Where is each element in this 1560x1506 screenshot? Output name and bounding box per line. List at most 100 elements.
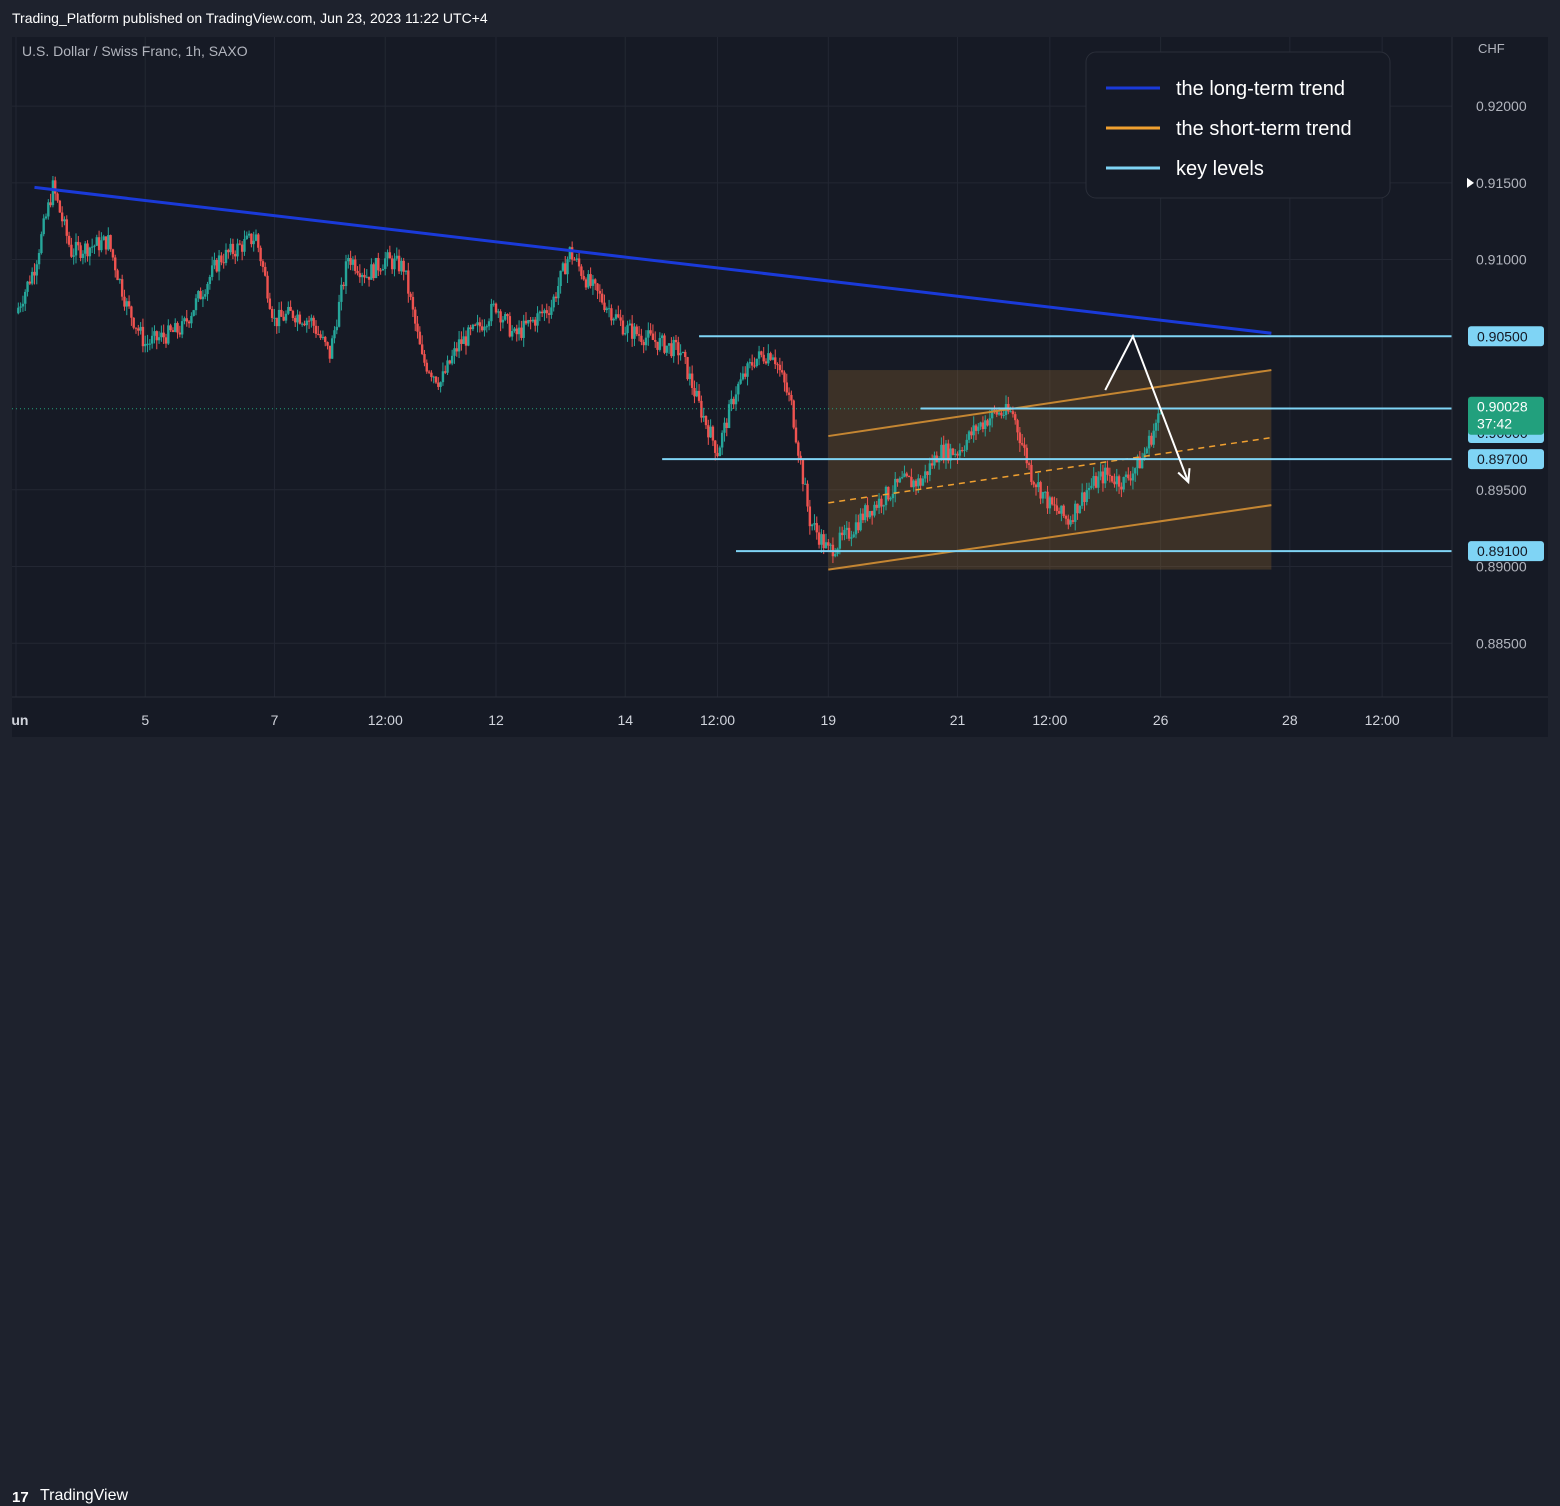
candle-body: [118, 279, 122, 281]
candle-body: [866, 505, 869, 518]
candle-body: [349, 258, 352, 265]
candle-body: [157, 337, 161, 341]
candle-body: [1129, 478, 1132, 481]
x-tick-label: 28: [1282, 712, 1298, 728]
candle-body: [328, 345, 332, 359]
candle-body: [907, 475, 911, 477]
candle-body: [402, 260, 405, 272]
candle-body: [284, 313, 288, 321]
candle-body: [395, 255, 398, 259]
candle-body: [137, 328, 140, 331]
candle-body: [524, 320, 528, 324]
candle-body: [457, 339, 461, 352]
candle-body: [47, 202, 50, 217]
candle-body: [56, 193, 59, 201]
candle-body: [305, 320, 308, 326]
candle-body: [199, 291, 202, 300]
candle-body: [109, 235, 112, 250]
candle-body: [365, 276, 368, 278]
candle-body: [1002, 415, 1005, 417]
candle-body: [187, 321, 191, 324]
price-chart[interactable]: 0.92000 0.91500 0.91000 0.89500 0.89000 0.885…: [4, 37, 1548, 737]
candle-body: [1117, 476, 1121, 487]
candle-body: [1050, 497, 1054, 505]
candle-body: [1101, 471, 1105, 484]
candle-body: [35, 264, 38, 276]
candle-body: [88, 247, 92, 257]
candle-body: [591, 279, 595, 286]
candle-body: [748, 362, 752, 364]
candle-body: [240, 244, 244, 252]
candle-body: [127, 301, 131, 307]
candle-body: [660, 335, 664, 339]
candle-body: [737, 383, 740, 395]
legend-box: [1085, 51, 1391, 199]
candle-body: [584, 279, 588, 288]
x-tick-label: 21: [950, 712, 966, 728]
candle-body: [755, 358, 758, 367]
candle-body: [504, 314, 507, 320]
candle-body: [340, 284, 343, 302]
legend-label: the short-term trend: [1176, 118, 1352, 140]
candle-body: [197, 291, 200, 299]
candle-body: [342, 284, 345, 287]
scale-marker-icon: [1467, 177, 1474, 188]
candle-body: [967, 431, 971, 440]
x-tick-label: 14: [617, 712, 633, 728]
candle-body: [517, 327, 521, 335]
candle-body: [921, 478, 925, 486]
candle-body: [381, 268, 385, 271]
candle-body: [1140, 458, 1144, 469]
candle-body: [437, 382, 440, 387]
candle-body: [887, 486, 890, 500]
candle-body: [60, 212, 64, 222]
candle-body: [1078, 505, 1082, 514]
candle-body: [538, 311, 542, 314]
candle-body: [619, 317, 622, 321]
x-tick-label: 7: [271, 712, 279, 728]
candle-body: [227, 249, 230, 253]
candle-body: [460, 339, 463, 344]
candle-body: [483, 326, 486, 331]
candle-body: [767, 353, 770, 364]
candle-body: [229, 243, 232, 253]
candle-body: [725, 422, 728, 428]
candle-body: [476, 322, 479, 326]
candle-body: [185, 318, 188, 322]
candle-body: [981, 422, 985, 430]
candle-body: [314, 325, 318, 334]
candle-body: [919, 478, 922, 486]
candle-body: [494, 303, 498, 313]
candle-body: [1048, 497, 1052, 509]
chart-area[interactable]: 0.92000 0.91500 0.91000 0.89500 0.89000 0.885…: [4, 37, 1548, 737]
candle-body: [580, 266, 583, 276]
candle-body: [273, 317, 276, 319]
candle-body: [697, 390, 701, 401]
candle-body: [54, 180, 57, 194]
candle-body: [933, 455, 936, 466]
candle-body: [174, 323, 177, 332]
candle-body: [356, 270, 359, 274]
candle-body: [988, 418, 992, 426]
candle-body: [19, 306, 22, 308]
candle-body: [1122, 477, 1125, 490]
candle-body: [612, 318, 615, 321]
candle-body: [513, 328, 516, 332]
candle-body: [852, 534, 855, 538]
candle-body: [471, 324, 475, 330]
candle-body: [854, 522, 858, 535]
y-tick-label: 0.89500: [1476, 482, 1527, 498]
candle-body: [917, 478, 920, 487]
candle-body: [723, 422, 726, 433]
candle-body: [210, 265, 214, 277]
candle-body: [522, 320, 525, 338]
candle-body: [979, 422, 982, 427]
key-level-badge: [1468, 541, 1544, 562]
candle-body: [1057, 511, 1061, 514]
candle-body: [914, 480, 918, 487]
candle-body: [1064, 516, 1068, 519]
current-price-label: 0.90028: [1477, 399, 1528, 415]
candle-body: [1046, 491, 1049, 509]
candle-body: [414, 309, 417, 324]
candle-body: [506, 314, 509, 317]
